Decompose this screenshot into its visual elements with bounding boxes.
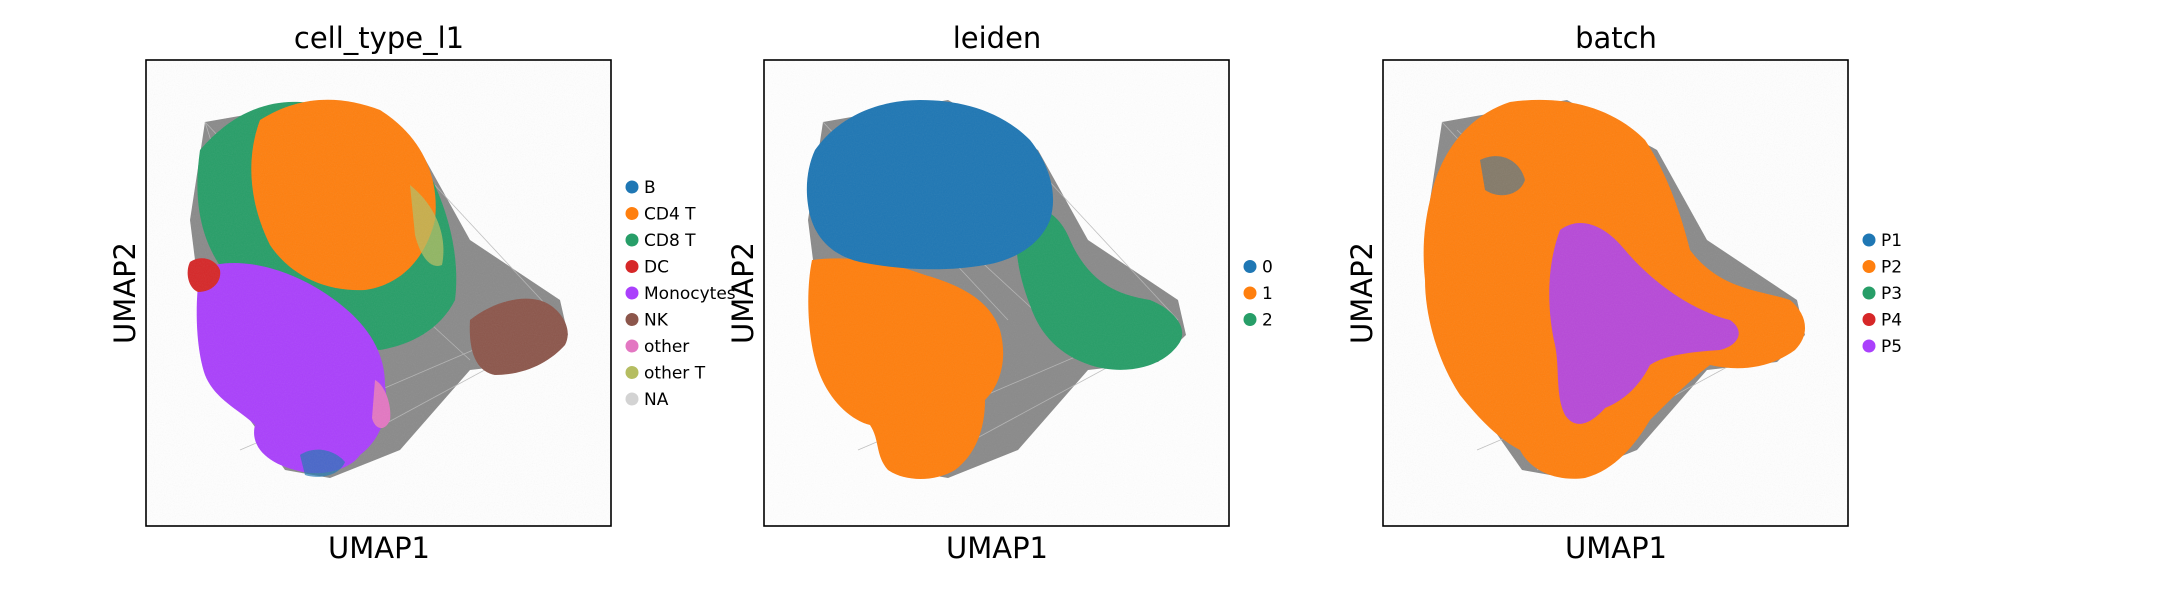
plot-area-cell-type-l1 [146, 60, 611, 526]
legend-marker-na [625, 392, 639, 406]
legend-label-p4: P4 [1881, 311, 1902, 331]
legend-leiden: 0 1 2 [1243, 258, 1273, 331]
legend-label-nk: NK [644, 311, 669, 331]
panel-batch: batch UMAP1 UMAP2 P1 P2 P3 P4 P5 [1345, 21, 1902, 565]
legend-label-monocytes: Monocytes [644, 284, 736, 304]
legend-marker-monocytes [625, 286, 639, 300]
legend-label-dc: DC [644, 258, 669, 278]
legend-cell-type-l1: B CD4 T CD8 T DC Monocytes NK other other T NA [625, 178, 736, 410]
legend-marker-p5 [1862, 339, 1876, 353]
plot-area-batch [1383, 60, 1848, 526]
legend-marker-p4 [1862, 313, 1876, 326]
x-axis-label-batch: UMAP1 [1565, 531, 1667, 565]
legend-label-2: 2 [1262, 311, 1273, 331]
legend-label-p1: P1 [1881, 231, 1902, 251]
cluster-points-batch [1383, 60, 1848, 526]
x-axis-label-leiden: UMAP1 [946, 531, 1048, 565]
legend-marker-other [625, 339, 639, 353]
plot-frame-batch [1382, 59, 1849, 527]
panel-leiden: leiden UMAP1 UMAP2 0 1 2 [726, 21, 1273, 565]
legend-marker-p1 [1862, 233, 1876, 247]
legend-label-p5: P5 [1881, 337, 1902, 357]
grain-overlay [764, 60, 1229, 526]
legend-label-p2: P2 [1881, 258, 1902, 278]
legend-label-cd4-t: CD4 T [644, 205, 696, 225]
plot-frame-cell-type-l1 [145, 59, 612, 527]
legend-marker-other-t [625, 366, 639, 379]
grain-overlay [146, 60, 611, 526]
plot-area-leiden [764, 60, 1229, 526]
legend-marker-p2 [1862, 260, 1876, 273]
y-axis-label-batch: UMAP2 [1345, 242, 1379, 344]
panel-title-batch: batch [1575, 21, 1657, 55]
grain-overlay [1383, 60, 1848, 526]
legend-label-cd8-t: CD8 T [644, 231, 696, 251]
legend-marker-cd8-t [625, 233, 639, 247]
legend-label-na: NA [644, 390, 669, 410]
legend-marker-dc [625, 260, 639, 273]
panel-title-leiden: leiden [953, 21, 1042, 55]
legend-marker-1 [1243, 286, 1257, 300]
panel-cell-type-l1: cell_type_l1 [108, 21, 736, 565]
legend-marker-nk [625, 313, 639, 326]
x-axis-label-cell-type-l1: UMAP1 [328, 531, 430, 565]
legend-label-1: 1 [1262, 284, 1273, 304]
legend-label-p3: P3 [1881, 284, 1902, 304]
legend-marker-b [625, 180, 639, 194]
legend-marker-p3 [1862, 286, 1876, 300]
panel-title-cell-type-l1: cell_type_l1 [294, 21, 464, 55]
y-axis-label-leiden: UMAP2 [726, 242, 760, 344]
legend-label-0: 0 [1262, 258, 1273, 278]
legend-label-other-t: other T [644, 364, 706, 384]
legend-label-b: B [644, 178, 656, 198]
legend-batch: P1 P2 P3 P4 P5 [1862, 231, 1902, 357]
legend-marker-2 [1243, 313, 1257, 326]
legend-marker-0 [1243, 260, 1257, 273]
plot-frame-leiden [763, 59, 1230, 527]
cluster-points-leiden [764, 60, 1229, 526]
cluster-points-cell-type-l1 [146, 60, 611, 526]
legend-label-other: other [644, 337, 689, 357]
y-axis-label-cell-type-l1: UMAP2 [108, 242, 142, 344]
legend-marker-cd4-t [625, 207, 639, 220]
